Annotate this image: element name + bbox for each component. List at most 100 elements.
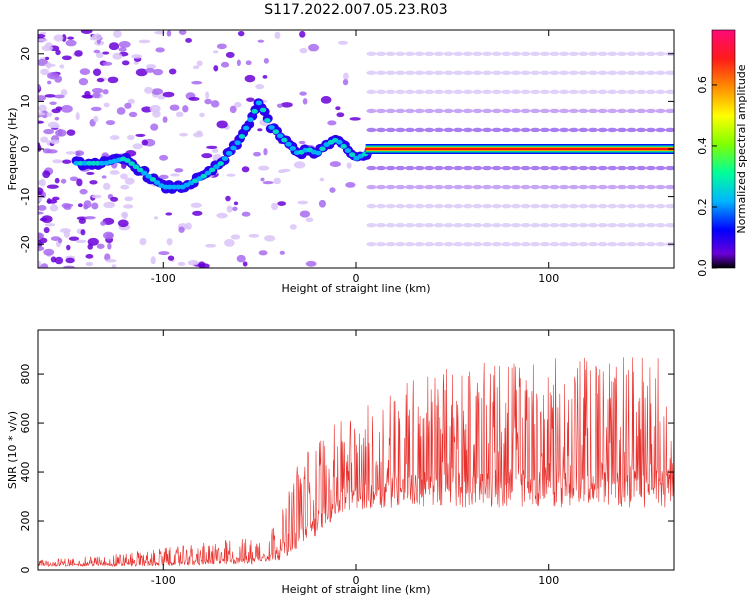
spectrogram-noise-blob <box>107 76 119 84</box>
spectrogram-ridge-inner <box>221 156 229 161</box>
spectrogram-noise-blob <box>276 103 283 108</box>
spectrogram-harmonic-line <box>433 203 444 209</box>
spectrogram-noise-blob <box>245 60 252 66</box>
spectrogram-noise-blob <box>299 91 307 96</box>
spectrogram-noise-blob <box>49 204 59 212</box>
spectrogram-y-tick-label: 10 <box>19 94 32 108</box>
spectrogram-noise-blob <box>120 184 130 190</box>
spectrogram-harmonic-line <box>645 89 656 95</box>
spectrogram-noise-blob <box>225 195 231 202</box>
spectrogram-harmonic-line <box>404 242 415 247</box>
spectrogram-noise-blob <box>60 89 68 96</box>
spectrogram-harmonic-line <box>626 184 637 190</box>
spectrogram-harmonic-line <box>472 70 483 76</box>
snr-series-line <box>38 357 674 568</box>
spectrogram-harmonic-line <box>539 127 550 133</box>
spectrogram-x-axis-label: Height of straight line (km) <box>281 282 430 295</box>
spectrogram-harmonic-line <box>597 108 608 114</box>
spectrogram-noise-blob <box>42 170 51 179</box>
spectrogram-noise-blob <box>169 104 180 111</box>
snr-plot-area <box>38 330 674 570</box>
spectrogram-noise-blob <box>103 182 111 191</box>
spectrogram-harmonic-line <box>501 165 512 171</box>
spectrogram-harmonic-line <box>578 108 589 114</box>
spectrogram-harmonic-line <box>366 222 377 228</box>
spectrogram-harmonic-line <box>539 89 550 95</box>
spectrogram-harmonic-line <box>482 70 493 76</box>
spectrogram-harmonic-line <box>520 89 531 95</box>
spectrogram-ridge-inner <box>340 143 347 149</box>
spectrogram-harmonic-line <box>665 222 674 228</box>
spectrogram-noise-blob <box>246 97 255 102</box>
spectrogram-noise-blob <box>38 120 45 124</box>
spectrogram-harmonic-line <box>443 242 454 247</box>
spectrogram-harmonic-line <box>491 70 502 76</box>
spectrogram-ridge-inner <box>259 107 267 113</box>
spectrogram-noise-blob <box>248 233 260 238</box>
spectrogram-harmonic-line <box>443 222 454 228</box>
spectrogram-noise-blob <box>174 168 184 173</box>
spectrogram-harmonic-line <box>453 70 464 76</box>
spectrogram-noise-blob <box>220 61 230 68</box>
spectrogram-noise-blob <box>96 51 104 59</box>
spectrogram-noise-blob <box>75 112 80 121</box>
snr-y-tick-label: 200 <box>19 511 32 532</box>
spectrogram-harmonic-line <box>472 51 483 56</box>
spectrogram-noise-blob <box>289 224 297 230</box>
spectrogram-harmonic-line <box>472 203 483 209</box>
spectrogram-noise-blob <box>210 100 220 108</box>
spectrogram-noise-blob <box>102 61 113 66</box>
spectrogram-harmonic-line <box>559 165 570 171</box>
spectrogram-noise-blob <box>46 112 53 117</box>
spectrogram-harmonic-line <box>424 70 435 76</box>
spectrogram-harmonic-line <box>568 89 579 95</box>
spectrogram-noise-blob <box>110 196 119 202</box>
spectrogram-noise-blob <box>262 75 268 79</box>
spectrogram-harmonic-line <box>376 165 387 171</box>
spectrogram-harmonic-line <box>559 70 570 76</box>
spectrogram-harmonic-line <box>616 108 627 114</box>
spectrogram-noise-blob <box>167 255 175 261</box>
spectrogram-noise-blob <box>93 49 101 54</box>
spectrogram-noise-blob <box>83 200 92 209</box>
spectrogram-harmonic-line <box>414 242 425 247</box>
spectrogram-noise-blob <box>273 177 281 185</box>
spectrogram-ridge-inner <box>281 137 288 143</box>
spectrogram-harmonic-line <box>626 165 637 171</box>
spectrogram-noise-blob <box>55 106 63 111</box>
spectrogram-harmonic-line <box>453 51 464 56</box>
spectrogram-noise-blob <box>53 34 64 42</box>
spectrogram-harmonic-line <box>395 51 406 56</box>
snr-x-tick-label: 0 <box>353 574 360 587</box>
spectrogram-noise-blob <box>105 120 116 126</box>
spectrogram-noise-blob <box>91 33 102 41</box>
spectrogram-harmonic-line <box>530 51 541 56</box>
spectrogram-ridge-inner <box>289 146 296 151</box>
spectrogram-harmonic-line <box>462 51 473 56</box>
spectrogram-ridge-inner <box>336 139 343 145</box>
spectrogram-noise-blob <box>154 216 159 220</box>
spectrogram-harmonic-line <box>376 127 387 133</box>
spectrogram-harmonic-line <box>424 127 435 133</box>
spectrogram-harmonic-line <box>568 165 579 171</box>
spectrogram-noise-blob <box>319 177 325 182</box>
spectrogram-noise-blob <box>104 253 111 262</box>
spectrogram-harmonic-line <box>453 89 464 95</box>
spectrogram-harmonic-line <box>395 203 406 209</box>
spectrogram-noise-blob <box>107 242 112 250</box>
spectrogram-noise-blob <box>93 115 99 123</box>
spectrogram-noise-blob <box>85 261 94 267</box>
spectrogram-harmonic-line <box>597 89 608 95</box>
spectrogram-noise-blob <box>154 30 165 35</box>
spectrogram-harmonic-line <box>607 108 618 114</box>
spectrogram-noise-blob <box>234 101 242 108</box>
spectrogram-harmonic-line <box>501 222 512 228</box>
spectrogram-ridge-inner <box>272 129 280 135</box>
spectrogram-noise-blob <box>260 177 265 182</box>
spectrogram-harmonic-line <box>530 89 541 95</box>
snr-series <box>38 357 674 568</box>
spectrogram-harmonic-line <box>616 51 627 56</box>
spectrogram-noise-blob <box>216 43 227 50</box>
